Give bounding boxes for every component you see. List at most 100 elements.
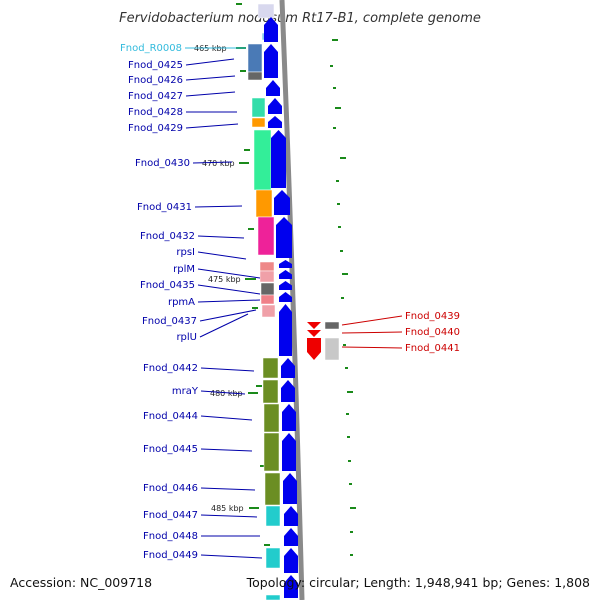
gene-label: rpsI: [176, 247, 195, 258]
gene-arrow: [307, 330, 321, 337]
gene-leader-line: [341, 331, 403, 334]
gene-leader-line: [200, 367, 255, 372]
gene-arrow: [283, 473, 297, 504]
gene-label: Fnod_0441: [405, 343, 460, 354]
gene-leader-line: [197, 251, 247, 260]
gene-block: [259, 261, 275, 272]
gene-leader-line: [200, 448, 253, 452]
gene-arrow: [307, 338, 321, 360]
gene-block: [263, 432, 280, 472]
gene-arrow: [281, 358, 295, 378]
gene-label: mraY: [172, 386, 199, 397]
gene-leader-line: [200, 554, 263, 559]
gene-leader-line: [197, 299, 261, 303]
gene-arrow: [274, 190, 290, 215]
gene-block: [251, 117, 266, 128]
gene-label: Fnod_0430: [135, 158, 190, 169]
gene-arrow: [279, 292, 292, 302]
gene-leader-line: [194, 205, 243, 208]
gene-label: rpmA: [168, 297, 195, 308]
gene-arrow: [284, 548, 298, 573]
kbp-marker-label: 480 kbp: [210, 389, 243, 398]
gene-leader-line: [200, 487, 256, 491]
gene-label: Fnod_0446: [143, 483, 198, 494]
gene-block: [247, 71, 263, 81]
gene-block: [257, 216, 275, 256]
gene-arrow: [281, 380, 295, 402]
gene-leader-line: [197, 235, 245, 239]
gene-arrow: [271, 130, 286, 188]
gene-arrow: [279, 281, 292, 290]
gene-label: Fnod_0447: [143, 510, 198, 521]
kbp-marker-label: 470 kbp: [202, 159, 235, 168]
gene-leader-line: [192, 161, 233, 164]
gene-label: Fnod_0435: [140, 280, 195, 291]
gene-blocks: [247, 3, 340, 600]
gene-block: [257, 3, 275, 19]
gene-arrow: [268, 116, 282, 128]
gene-arrow: [284, 506, 298, 526]
gene-leader-line: [197, 268, 261, 279]
gene-arrow: [279, 260, 292, 268]
gene-arrow: [264, 17, 278, 42]
gene-label: Fnod_0442: [143, 363, 198, 374]
gene-block: [265, 547, 281, 569]
gene-label: Fnod_0429: [128, 123, 183, 134]
gene-arrow: [279, 270, 292, 279]
gene-label: rplU: [176, 332, 197, 343]
gene-block: [263, 403, 280, 433]
gene-leader-line: [200, 390, 246, 395]
gene-block: [264, 472, 281, 506]
gene-label: Fnod_0449: [143, 550, 198, 561]
gene-labels: Fnod_R0008 Fnod_0425 Fnod_0426 Fnod_0427 Fno…: [120, 43, 460, 561]
gene-label: Fnod_0431: [137, 202, 192, 213]
kbp-marker-label: 485 kbp: [211, 504, 244, 513]
gene-block: [261, 304, 276, 318]
gene-label: Fnod_0437: [142, 316, 197, 327]
gene-arrow: [307, 322, 321, 329]
gene-leader-line: [341, 346, 403, 349]
gene-label: Fnod_R0008: [120, 43, 182, 54]
gene-arrow: [279, 304, 292, 356]
gene-leader-line: [197, 284, 261, 295]
gene-arrow: [284, 528, 298, 546]
tick-marks: [236, 3, 356, 556]
gene-leader-line: [341, 315, 403, 326]
gene-leader-line: [200, 415, 253, 421]
gene-label: Fnod_0445: [143, 444, 198, 455]
gene-arrow: [268, 98, 282, 114]
gene-leader-line: [185, 58, 235, 66]
gene-leader-line: [199, 309, 257, 322]
genome-info-text: Topology: circular; Length: 1,948,941 bp…: [246, 575, 590, 590]
gene-label: Fnod_0426: [128, 75, 183, 86]
gene-label: Fnod_0440: [405, 327, 460, 338]
gene-leader-line: [199, 313, 249, 338]
gene-block: [324, 337, 340, 361]
gene-block: [255, 189, 273, 218]
gene-arrow: [266, 80, 280, 96]
gene-label: Fnod_0428: [128, 107, 183, 118]
gene-block: [265, 594, 281, 600]
gene-arrow: [282, 404, 296, 431]
gene-block: [260, 294, 275, 305]
gene-label: Fnod_0427: [128, 91, 183, 102]
gene-block: [265, 505, 281, 527]
gene-block: [253, 129, 272, 191]
gene-leader-line: [200, 514, 258, 518]
gene-label: rplM: [173, 264, 195, 275]
kbp-marker-label: 475 kbp: [208, 275, 241, 284]
accession-text: Accession: NC_009718: [10, 575, 152, 590]
gene-label: Fnod_0432: [140, 231, 195, 242]
gene-block: [324, 321, 340, 330]
gene-label: Fnod_0425: [128, 60, 183, 71]
gene-arrow: [284, 575, 298, 598]
gene-block: [260, 282, 275, 296]
gene-label: Fnod_0444: [143, 411, 198, 422]
gene-arrow: [264, 44, 278, 78]
gene-block: [247, 43, 263, 73]
gene-arrows: [264, 17, 321, 598]
gene-arrow: [282, 433, 296, 471]
gene-leader-line: [185, 91, 236, 97]
